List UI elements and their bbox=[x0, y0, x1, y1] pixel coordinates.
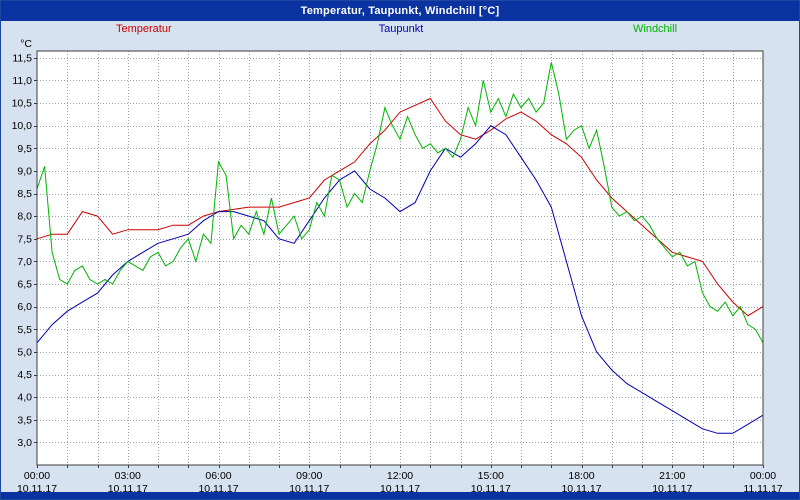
svg-text:11,5: 11,5 bbox=[12, 52, 32, 64]
svg-text:03:00: 03:00 bbox=[115, 470, 141, 482]
svg-text:7,5: 7,5 bbox=[17, 233, 32, 245]
svg-text:5,0: 5,0 bbox=[17, 346, 32, 358]
svg-text:°C: °C bbox=[20, 38, 32, 50]
svg-text:9,5: 9,5 bbox=[17, 143, 32, 155]
legend-windchill: Windchill bbox=[633, 23, 678, 35]
gridlines bbox=[37, 51, 763, 465]
legend-temperatur: Temperatur bbox=[116, 23, 172, 35]
chart-legend: Temperatur Taupunkt Windchill bbox=[1, 23, 799, 39]
svg-text:3,5: 3,5 bbox=[17, 414, 32, 426]
svg-text:5,5: 5,5 bbox=[17, 324, 32, 336]
window-title: Temperatur, Taupunkt, Windchill [°C] bbox=[300, 5, 500, 17]
svg-text:7,0: 7,0 bbox=[17, 256, 32, 268]
svg-text:8,5: 8,5 bbox=[17, 188, 32, 200]
svg-text:6,5: 6,5 bbox=[17, 279, 32, 291]
series-lines bbox=[36, 62, 764, 434]
svg-text:15:00: 15:00 bbox=[478, 470, 504, 482]
series-temperatur bbox=[36, 97, 764, 317]
legend-taupunkt: Taupunkt bbox=[378, 23, 424, 35]
svg-text:00:00: 00:00 bbox=[24, 470, 50, 482]
svg-text:6,0: 6,0 bbox=[17, 301, 32, 313]
series-taupunkt bbox=[36, 125, 764, 434]
svg-text:3,0: 3,0 bbox=[17, 437, 32, 449]
bottom-bar bbox=[1, 492, 799, 499]
svg-text:4,0: 4,0 bbox=[17, 392, 32, 404]
svg-text:09:00: 09:00 bbox=[296, 470, 322, 482]
series-windchill bbox=[36, 62, 764, 344]
svg-text:8,0: 8,0 bbox=[17, 211, 32, 223]
svg-text:10,5: 10,5 bbox=[12, 98, 33, 110]
svg-text:06:00: 06:00 bbox=[205, 470, 231, 482]
y-axis-labels: °C 11,5 11,0 10,5 10,0 9,5 9,0 8,5 8,0 7,5 7,0 6,5 6… bbox=[12, 38, 33, 449]
svg-text:4,5: 4,5 bbox=[17, 369, 32, 381]
window-titlebar: Temperatur, Taupunkt, Windchill [°C] bbox=[1, 1, 799, 21]
axis-ticks bbox=[34, 58, 764, 468]
svg-text:18:00: 18:00 bbox=[568, 470, 594, 482]
svg-text:9,0: 9,0 bbox=[17, 165, 32, 177]
svg-text:12:00: 12:00 bbox=[387, 470, 413, 482]
svg-text:10,0: 10,0 bbox=[12, 120, 33, 132]
svg-text:11,0: 11,0 bbox=[12, 75, 32, 87]
svg-text:00:00: 00:00 bbox=[750, 470, 776, 482]
svg-text:21:00: 21:00 bbox=[659, 470, 685, 482]
